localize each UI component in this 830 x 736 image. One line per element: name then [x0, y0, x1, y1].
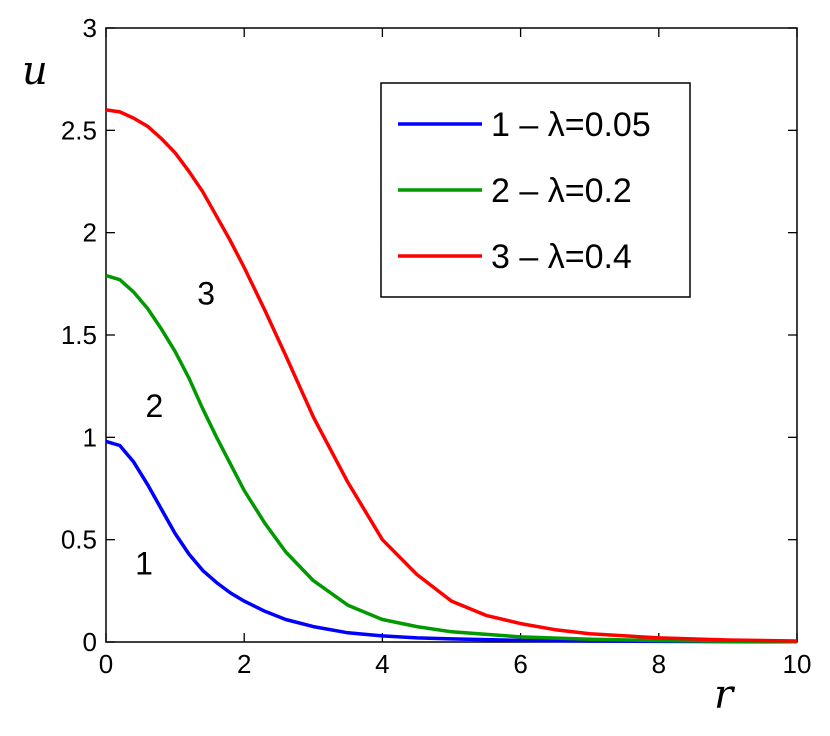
curve-label-1: 1 — [135, 545, 153, 581]
legend-label-1: 1 – λ=0.05 — [491, 106, 651, 144]
x-tick-label: 0 — [99, 649, 113, 679]
y-tick-label: 1 — [83, 422, 97, 452]
series-line-2 — [105, 273, 798, 644]
x-tick-label: 2 — [237, 649, 251, 679]
y-axis-label: u — [22, 48, 48, 94]
legend: 1 – λ=0.05 2 – λ=0.2 3 – λ=0.4 — [380, 82, 691, 298]
legend-label-2: 2 – λ=0.2 — [491, 172, 632, 210]
y-tick-label: 3 — [83, 13, 97, 43]
series-line-1 — [105, 439, 798, 644]
y-tick-label: 2.5 — [61, 115, 97, 145]
curve-labels: 1 2 3 — [135, 275, 215, 581]
y-tick-label: 2 — [83, 218, 97, 248]
x-tick-label: 10 — [783, 649, 812, 679]
x-tick-label: 8 — [652, 649, 666, 679]
y-tick-label: 0.5 — [61, 525, 97, 555]
x-tick-label: 6 — [513, 649, 527, 679]
x-tick-label: 4 — [375, 649, 389, 679]
x-axis-label: r — [714, 672, 736, 718]
curve-label-3: 3 — [197, 275, 215, 311]
y-tick-label: 1.5 — [61, 320, 97, 350]
curve-label-2: 2 — [145, 388, 163, 424]
axis-tick-labels: 0 2 4 6 8 10 0 0.5 1 1.5 2 2.5 3 — [61, 13, 812, 679]
series-line-3 — [105, 108, 798, 643]
y-tick-label: 0 — [83, 627, 97, 657]
series-lines — [105, 108, 798, 644]
legend-label-3: 3 – λ=0.4 — [491, 238, 632, 276]
